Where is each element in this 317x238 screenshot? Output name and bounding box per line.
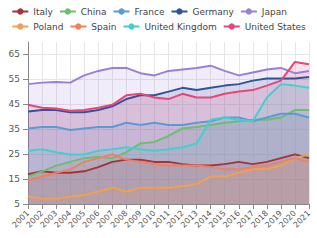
- svg-text:2013: 2013: [179, 208, 200, 230]
- svg-text:2012: 2012: [165, 208, 186, 230]
- svg-text:2004: 2004: [52, 208, 74, 230]
- svg-text:2021: 2021: [291, 209, 312, 230]
- svg-text:2016: 2016: [221, 208, 242, 230]
- svg-text:2007: 2007: [94, 208, 116, 230]
- svg-text:2010: 2010: [136, 208, 158, 230]
- svg-text:2020: 2020: [277, 208, 299, 230]
- svg-text:Poland: Poland: [33, 22, 63, 32]
- svg-text:Germany: Germany: [192, 7, 234, 17]
- svg-text:United Kingdom: United Kingdom: [145, 22, 217, 32]
- svg-text:2009: 2009: [122, 208, 144, 230]
- svg-text:France: France: [135, 7, 165, 17]
- svg-text:Italy: Italy: [33, 7, 53, 17]
- svg-text:65: 65: [9, 49, 20, 59]
- svg-text:2001: 2001: [10, 208, 32, 230]
- svg-text:2011: 2011: [150, 208, 172, 230]
- svg-text:45: 45: [9, 99, 20, 109]
- svg-text:2006: 2006: [80, 208, 102, 230]
- svg-text:55: 55: [9, 74, 20, 84]
- svg-text:Japan: Japan: [261, 7, 287, 17]
- svg-text:25: 25: [9, 149, 20, 159]
- svg-text:5: 5: [14, 199, 20, 209]
- svg-text:35: 35: [9, 124, 20, 134]
- svg-text:15: 15: [9, 174, 20, 184]
- svg-text:Spain: Spain: [91, 22, 116, 32]
- svg-text:2017: 2017: [235, 208, 256, 230]
- svg-text:China: China: [81, 7, 107, 17]
- svg-text:2014: 2014: [193, 208, 214, 230]
- svg-text:2002: 2002: [24, 208, 46, 230]
- svg-text:2015: 2015: [207, 208, 228, 230]
- svg-text:2008: 2008: [108, 208, 130, 230]
- svg-text:2003: 2003: [38, 208, 60, 230]
- svg-text:2019: 2019: [263, 208, 285, 230]
- svg-text:2005: 2005: [66, 208, 88, 230]
- svg-text:United States: United States: [245, 22, 306, 32]
- svg-text:2018: 2018: [249, 208, 270, 230]
